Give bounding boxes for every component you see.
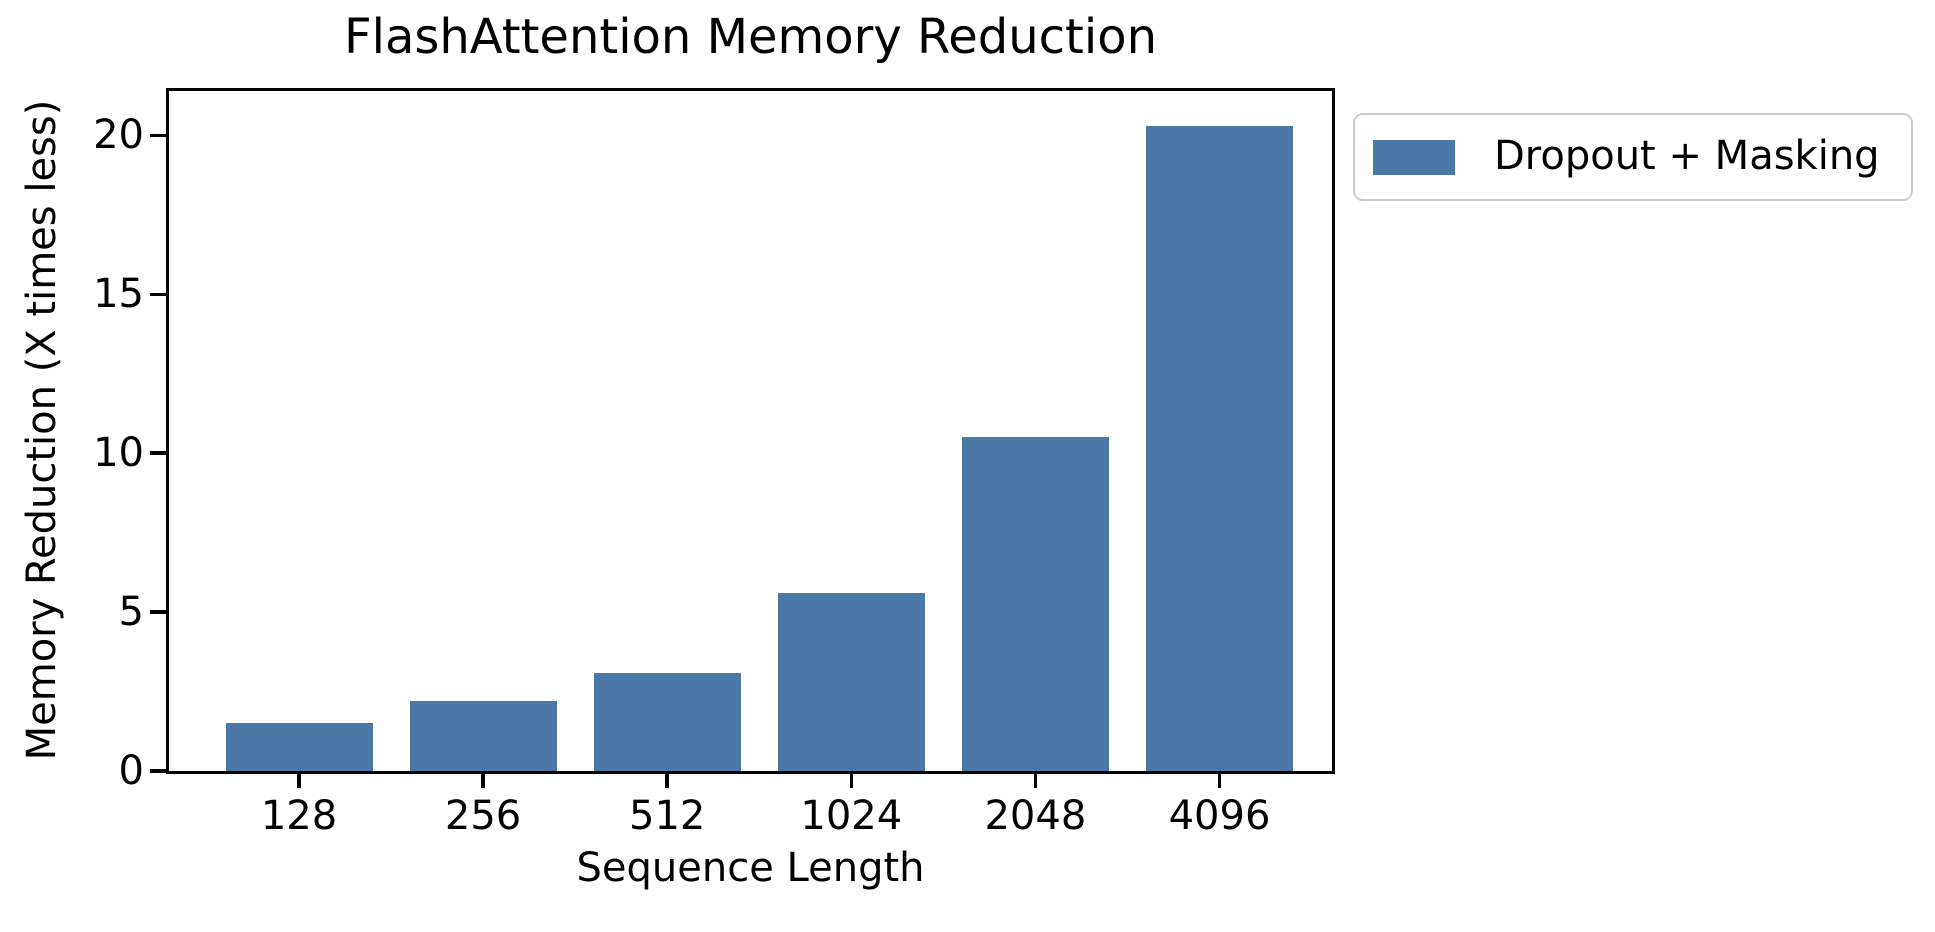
bar-2048 — [961, 437, 1109, 771]
x-tick-mark — [481, 773, 485, 788]
plot-area — [166, 88, 1335, 774]
x-tick-label: 4096 — [1168, 793, 1271, 839]
y-tick-mark — [150, 133, 166, 138]
x-tick-label: 128 — [260, 793, 338, 839]
legend-label: Dropout + Masking — [1494, 133, 1880, 179]
x-axis-label: Sequence Length — [576, 845, 925, 891]
y-tick-mark — [150, 769, 166, 773]
y-axis-label: Memory Reduction (X times less) — [19, 99, 65, 761]
legend: Dropout + Masking — [1353, 113, 1913, 201]
x-tick-mark — [297, 773, 301, 788]
x-tick-label: 1024 — [800, 793, 903, 839]
y-tick-label: 0 — [118, 748, 144, 794]
x-tick-mark — [1217, 773, 1222, 788]
y-tick-label: 20 — [93, 112, 144, 159]
y-tick-mark — [150, 292, 166, 297]
y-tick-label: 15 — [93, 271, 144, 318]
x-tick-label: 256 — [444, 793, 522, 839]
bar-4096 — [1146, 125, 1293, 771]
y-tick-mark — [150, 451, 166, 455]
y-tick-mark — [150, 610, 166, 614]
bar-128 — [225, 723, 373, 771]
bar-1024 — [777, 593, 925, 771]
x-tick-mark — [849, 773, 854, 788]
x-tick-mark — [665, 773, 669, 788]
bar-512 — [593, 672, 741, 771]
legend-swatch — [1373, 140, 1455, 175]
chart-title: FlashAttention Memory Reduction — [344, 9, 1157, 65]
x-tick-label: 512 — [629, 793, 706, 839]
bar-256 — [409, 701, 557, 771]
x-tick-mark — [1033, 773, 1038, 788]
y-tick-label: 10 — [93, 430, 144, 477]
x-tick-label: 2048 — [984, 793, 1087, 839]
y-tick-label: 5 — [118, 589, 144, 636]
